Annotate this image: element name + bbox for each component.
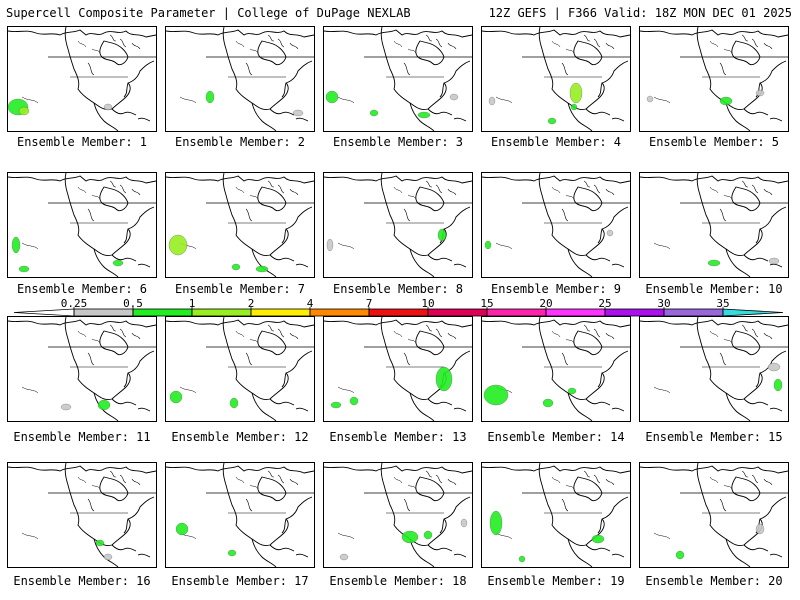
ensemble-map-panel (7, 172, 157, 278)
colorbar-segment (368, 308, 429, 317)
colorbar-segment (132, 308, 193, 317)
north-america-map (166, 463, 314, 567)
north-america-map (640, 317, 788, 421)
ensemble-map-panel (165, 316, 315, 422)
colorbar-segment (545, 308, 606, 317)
ensemble-member-label: Ensemble Member: 1 (16, 135, 148, 149)
colorbar-tick-label: 25 (598, 297, 612, 310)
ensemble-map-panel (7, 26, 157, 132)
north-america-map (8, 27, 156, 131)
ensemble-map-panel (639, 172, 789, 278)
north-america-map (8, 463, 156, 567)
colorbar-segment (486, 308, 547, 317)
ensemble-member-label: Ensemble Member: 14 (487, 430, 625, 444)
colorbar-tick-label: 20 (539, 297, 553, 310)
north-america-map (640, 463, 788, 567)
ensemble-member-label: Ensemble Member: 3 (332, 135, 464, 149)
ensemble-member-label: Ensemble Member: 18 (329, 574, 467, 588)
colorbar-segment (663, 308, 724, 317)
colorbar-segment (604, 308, 665, 317)
ensemble-member-label: Ensemble Member: 5 (648, 135, 780, 149)
ensemble-map-panel (7, 462, 157, 568)
north-america-map (482, 317, 630, 421)
north-america-map (166, 317, 314, 421)
ensemble-map-panel (481, 26, 631, 132)
ensemble-member-label: Ensemble Member: 12 (171, 430, 309, 444)
colorbar-right-arrow (722, 308, 784, 317)
ensemble-map-panel (639, 26, 789, 132)
ensemble-map-panel (323, 462, 473, 568)
north-america-map (640, 173, 788, 277)
run-info: 12Z GEFS | F366 Valid: 18Z MON DEC 01 20… (488, 6, 792, 20)
ensemble-map-panel (165, 26, 315, 132)
north-america-map (8, 173, 156, 277)
colorbar-segment (73, 308, 134, 317)
ensemble-member-label: Ensemble Member: 6 (16, 282, 148, 296)
ensemble-map-panel (481, 172, 631, 278)
north-america-map (324, 27, 472, 131)
north-america-map (482, 27, 630, 131)
north-america-map (324, 317, 472, 421)
ensemble-map-panel (639, 462, 789, 568)
ensemble-member-label: Ensemble Member: 4 (490, 135, 622, 149)
colorbar-left-arrow (13, 308, 75, 317)
colorbar-segment (427, 308, 488, 317)
ensemble-member-label: Ensemble Member: 15 (645, 430, 783, 444)
colorbar-tick-label: 4 (306, 297, 314, 310)
colorbar-tick-label: 1 (188, 297, 196, 310)
ensemble-member-label: Ensemble Member: 19 (487, 574, 625, 588)
colorbar-tick-label: 0.25 (60, 297, 88, 310)
colorbar-tick-label: 15 (480, 297, 494, 310)
colorbar-tick-label: 10 (421, 297, 435, 310)
ensemble-member-label: Ensemble Member: 13 (329, 430, 467, 444)
colorbar-segment (309, 308, 370, 317)
north-america-map (324, 463, 472, 567)
north-america-map (324, 173, 472, 277)
ensemble-member-label: Ensemble Member: 20 (645, 574, 783, 588)
colorbar-tick-label: 35 (716, 297, 730, 310)
ensemble-map-panel (323, 172, 473, 278)
ensemble-member-label: Ensemble Member: 11 (13, 430, 151, 444)
ensemble-map-panel (639, 316, 789, 422)
north-america-map (482, 173, 630, 277)
ensemble-map-panel (323, 316, 473, 422)
colorbar-segment (250, 308, 311, 317)
ensemble-map-panel (165, 172, 315, 278)
ensemble-map-panel (165, 462, 315, 568)
colorbar-tick-label: 2 (247, 297, 255, 310)
ensemble-member-label: Ensemble Member: 16 (13, 574, 151, 588)
colorbar-tick-label: 7 (365, 297, 373, 310)
ensemble-map-panel (481, 462, 631, 568)
ensemble-member-label: Ensemble Member: 2 (174, 135, 306, 149)
ensemble-member-label: Ensemble Member: 17 (171, 574, 309, 588)
ensemble-map-panel (7, 316, 157, 422)
ensemble-member-label: Ensemble Member: 9 (490, 282, 622, 296)
colorbar (13, 307, 784, 317)
colorbar-tick-label: 0.5 (123, 297, 143, 310)
north-america-map (8, 317, 156, 421)
north-america-map (166, 27, 314, 131)
map-title: Supercell Composite Parameter | College … (6, 6, 411, 20)
ensemble-map-panel (481, 316, 631, 422)
colorbar-segment (191, 308, 252, 317)
north-america-map (640, 27, 788, 131)
north-america-map (482, 463, 630, 567)
north-america-map (166, 173, 314, 277)
ensemble-member-label: Ensemble Member: 10 (645, 282, 783, 296)
colorbar-tick-label: 30 (657, 297, 671, 310)
ensemble-member-label: Ensemble Member: 7 (174, 282, 306, 296)
ensemble-member-label: Ensemble Member: 8 (332, 282, 464, 296)
ensemble-map-panel (323, 26, 473, 132)
